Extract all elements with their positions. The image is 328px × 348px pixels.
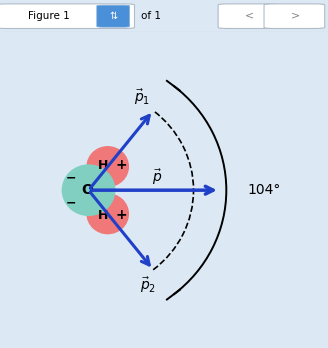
FancyBboxPatch shape	[218, 4, 279, 29]
Text: >: >	[291, 10, 300, 21]
Text: 104°: 104°	[248, 183, 281, 197]
Text: −: −	[65, 171, 76, 184]
Text: H: H	[98, 159, 108, 172]
FancyBboxPatch shape	[97, 5, 130, 27]
Text: <: <	[245, 10, 254, 21]
Circle shape	[86, 193, 129, 234]
Text: −: −	[65, 196, 76, 209]
FancyBboxPatch shape	[264, 4, 325, 29]
Circle shape	[62, 164, 115, 216]
Text: $\vec{p}_2$: $\vec{p}_2$	[140, 276, 156, 295]
Text: O: O	[81, 183, 93, 197]
Text: ⇅: ⇅	[109, 10, 117, 21]
Text: $\vec{p}_1$: $\vec{p}_1$	[133, 87, 150, 107]
Text: H: H	[98, 208, 108, 222]
Text: Figure 1: Figure 1	[28, 10, 70, 21]
FancyBboxPatch shape	[0, 4, 134, 29]
Text: +: +	[116, 158, 127, 172]
Circle shape	[86, 146, 129, 187]
Text: +: +	[116, 208, 127, 222]
Text: $\vec{p}$: $\vec{p}$	[152, 167, 162, 187]
Text: of 1: of 1	[141, 10, 161, 21]
